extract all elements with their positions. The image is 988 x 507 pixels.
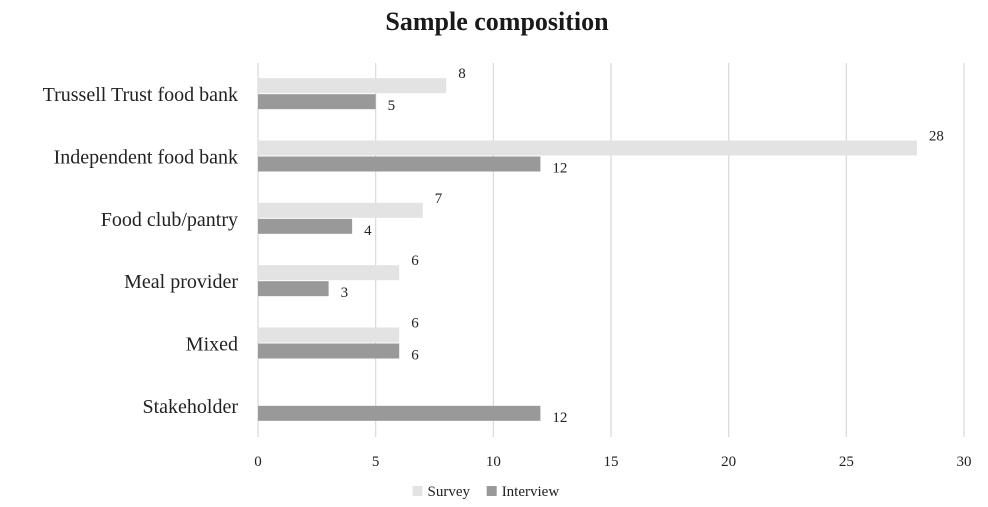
- category-label: Mixed: [186, 334, 238, 356]
- legend-swatch-interview: [486, 486, 497, 496]
- x-tick-label: 10: [486, 454, 501, 470]
- data-label: 5: [388, 98, 396, 114]
- data-label: 6: [411, 253, 419, 269]
- category-label: Trussell Trust food bank: [43, 84, 238, 106]
- data-label: 12: [552, 410, 567, 426]
- data-label: 3: [341, 285, 349, 301]
- category-label: Food club/pantry: [101, 209, 238, 231]
- gridlines: [257, 63, 965, 437]
- bar-interview: [258, 281, 329, 297]
- category-label: Meal provider: [124, 271, 238, 293]
- bars: 8 5 28 12 7 4 6 3 6 6 12: [258, 66, 944, 426]
- bar-survey: [258, 140, 917, 156]
- data-label: 6: [411, 316, 419, 332]
- bar-interview: [258, 218, 353, 234]
- chart-title: Sample composition: [385, 7, 609, 36]
- x-tick-labels: 0 5 10 15 20 25 30: [254, 454, 971, 470]
- x-tick-label: 25: [839, 454, 854, 470]
- data-label: 8: [458, 66, 466, 82]
- x-tick-label: 30: [957, 454, 972, 470]
- data-label: 4: [364, 223, 372, 239]
- category-label: Independent food bank: [54, 147, 238, 169]
- x-tick-label: 5: [372, 454, 380, 470]
- bar-survey: [258, 78, 447, 94]
- bar-interview: [258, 94, 376, 110]
- bar-survey: [258, 202, 423, 218]
- bar-survey: [258, 327, 400, 343]
- data-label: 12: [552, 161, 567, 177]
- x-tick-label: 0: [254, 454, 262, 470]
- legend-label: Survey: [428, 484, 471, 500]
- bar-survey: [258, 265, 400, 281]
- category-labels: Trussell Trust food bank Independent food…: [43, 84, 239, 418]
- data-label: 7: [435, 191, 443, 207]
- bar-interview: [258, 405, 541, 421]
- legend-label: Interview: [502, 484, 560, 500]
- x-tick-label: 15: [604, 454, 619, 470]
- category-label: Stakeholder: [142, 396, 238, 418]
- data-label: 28: [929, 129, 944, 145]
- bar-interview: [258, 156, 541, 172]
- data-label: 6: [411, 348, 419, 364]
- bar-interview: [258, 343, 400, 359]
- legend: Survey Interview: [412, 484, 560, 500]
- legend-swatch-survey: [412, 486, 423, 496]
- x-tick-label: 20: [721, 454, 736, 470]
